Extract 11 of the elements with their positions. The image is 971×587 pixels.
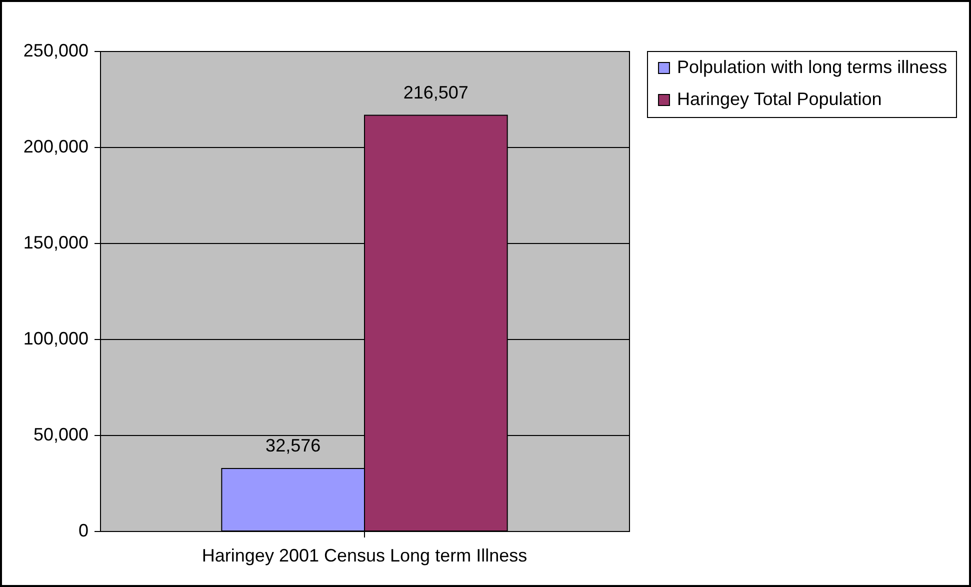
y-tick-label: 100,000 <box>23 328 88 348</box>
legend-label: Polpulation with long terms illness <box>677 57 948 77</box>
y-tick-label: 200,000 <box>23 136 88 156</box>
legend-label: Haringey Total Population <box>677 89 882 109</box>
x-tick-label: Haringey 2001 Census Long term Illness <box>202 546 528 566</box>
data-label: 32,576 <box>266 435 321 456</box>
data-label: 216,507 <box>403 82 468 102</box>
y-tick-label: 0 <box>78 520 88 540</box>
y-tick-label: 250,000 <box>23 40 88 60</box>
y-tick-label: 50,000 <box>33 424 88 444</box>
y-tick-label: 150,000 <box>23 232 88 252</box>
